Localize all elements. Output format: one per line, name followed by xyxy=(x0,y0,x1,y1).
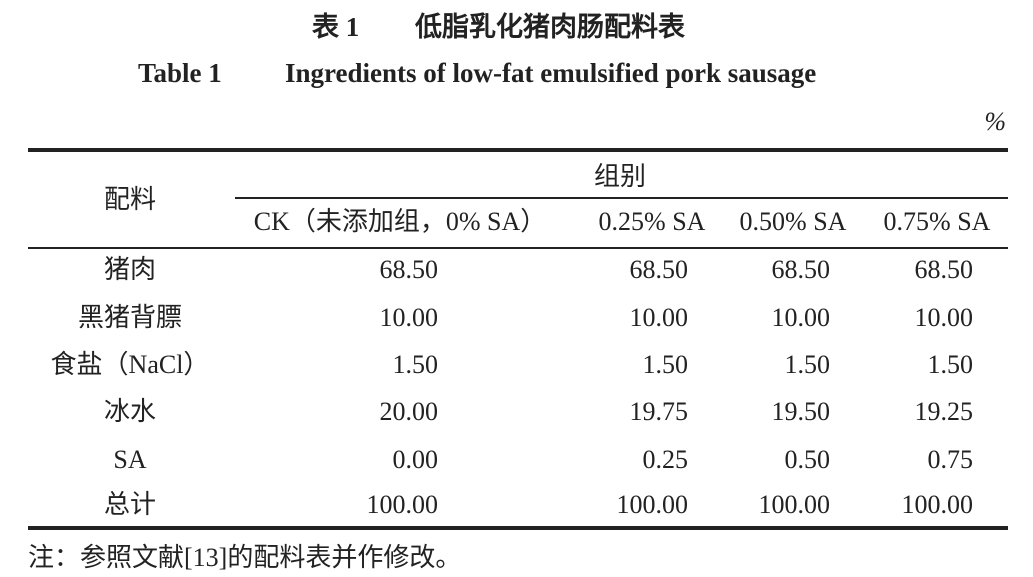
row-label-header: 配料 xyxy=(103,185,157,214)
cell: 100.00 xyxy=(616,490,689,519)
top-rule xyxy=(28,148,1008,152)
cell: 0.00 xyxy=(392,445,439,474)
caption-label-cn: 表 1 xyxy=(312,12,360,42)
cell: 1.50 xyxy=(392,350,439,379)
row-label: SA xyxy=(113,445,147,474)
cell: 100.00 xyxy=(758,490,831,519)
row-label: 猪肉 xyxy=(103,255,157,284)
bottom-rule xyxy=(28,526,1008,530)
cell: 68.50 xyxy=(771,255,831,284)
cell: 0.75 xyxy=(927,445,974,474)
cell: 68.50 xyxy=(379,255,439,284)
cell: 0.50 xyxy=(784,445,831,474)
group-header: 组别 xyxy=(593,162,647,191)
caption-label-en: Table 1 xyxy=(138,58,222,88)
cell: 100.00 xyxy=(901,490,974,519)
cell: 10.00 xyxy=(379,303,439,332)
cell: 10.00 xyxy=(629,303,689,332)
cell: 19.50 xyxy=(771,397,831,426)
cell: 19.25 xyxy=(914,397,974,426)
row-label: 冰水 xyxy=(103,397,157,426)
caption-title-en: Ingredients of low-fat emulsified pork s… xyxy=(285,58,817,88)
column-header: 0.25% SA xyxy=(598,207,706,236)
cell: 1.50 xyxy=(927,350,974,379)
note: 注：参照文献[13]的配料表并作修改。 xyxy=(28,543,462,572)
cell: 19.75 xyxy=(629,397,689,426)
cell: 10.00 xyxy=(771,303,831,332)
row-label: 食盐（NaCl） xyxy=(50,350,210,379)
unit: % xyxy=(984,107,1006,136)
row-label: 黑猪背膘 xyxy=(77,303,183,332)
caption-title-cn: 低脂乳化猪肉肠配料表 xyxy=(415,12,685,42)
cell: 20.00 xyxy=(379,397,439,426)
cell: 0.25 xyxy=(642,445,689,474)
column-header: CK（未添加组，0% SA） xyxy=(253,207,547,236)
column-header: 0.75% SA xyxy=(883,207,991,236)
group-rule xyxy=(235,197,1008,199)
column-header: 0.50% SA xyxy=(739,207,847,236)
header-rule xyxy=(28,247,1008,249)
cell: 1.50 xyxy=(642,350,689,379)
cell: 100.00 xyxy=(366,490,439,519)
cell: 68.50 xyxy=(914,255,974,284)
row-label: 总计 xyxy=(103,490,157,519)
cell: 1.50 xyxy=(784,350,831,379)
cell: 68.50 xyxy=(629,255,689,284)
cell: 10.00 xyxy=(914,303,974,332)
